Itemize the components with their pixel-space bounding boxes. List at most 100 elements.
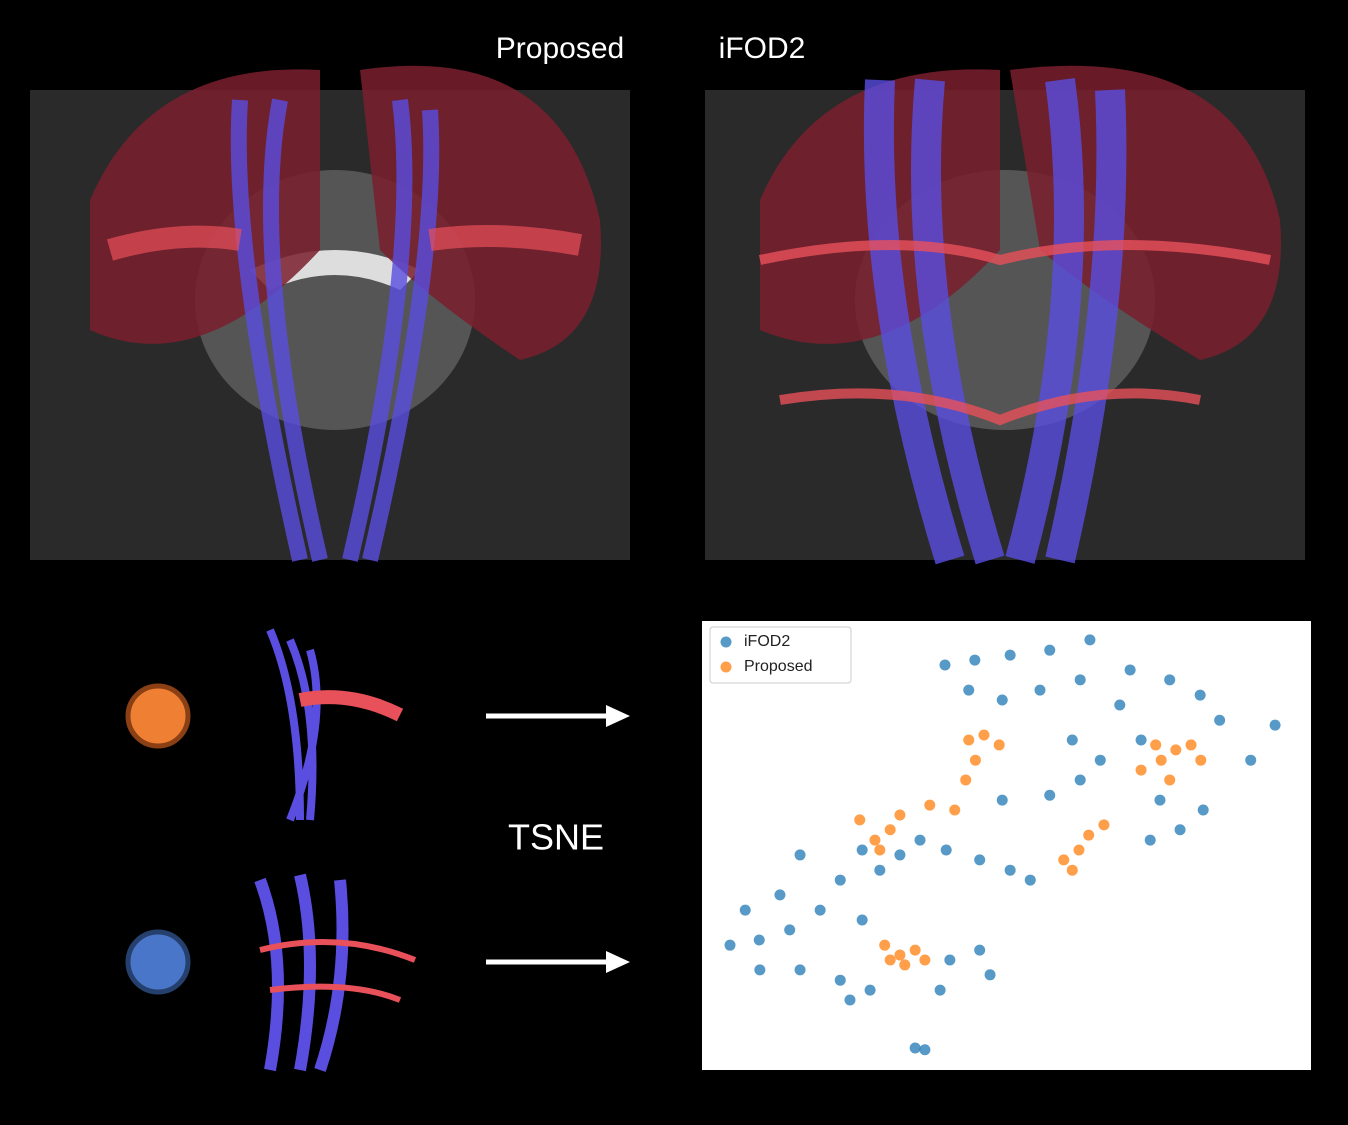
point xyxy=(1066,734,1078,746)
point xyxy=(1004,864,1016,876)
fibers xyxy=(259,939,417,1003)
arrow xyxy=(486,951,630,973)
brain-ifod2 xyxy=(705,65,1305,565)
point xyxy=(963,734,975,746)
point xyxy=(894,949,906,961)
point xyxy=(894,849,906,861)
point xyxy=(774,889,786,901)
point xyxy=(814,904,826,916)
point xyxy=(1197,804,1209,816)
point xyxy=(784,924,796,936)
points xyxy=(724,634,1281,1056)
fibers xyxy=(266,628,321,822)
point xyxy=(978,729,990,741)
point xyxy=(884,824,896,836)
point xyxy=(934,984,946,996)
point xyxy=(1074,774,1086,786)
legend-marker xyxy=(720,636,732,648)
point xyxy=(1083,829,1095,841)
cortex-left xyxy=(90,69,320,344)
point xyxy=(869,834,881,846)
fibers xyxy=(230,98,440,562)
point xyxy=(924,799,936,811)
point xyxy=(1164,674,1176,686)
point xyxy=(1144,834,1156,846)
point xyxy=(1084,634,1096,646)
point xyxy=(1124,664,1136,676)
point xyxy=(1185,739,1197,751)
point xyxy=(1155,754,1167,766)
point xyxy=(1044,644,1056,656)
point xyxy=(974,944,986,956)
point xyxy=(1154,794,1166,806)
point xyxy=(856,844,868,856)
point xyxy=(844,994,856,1006)
label-ifod2: iFOD2 xyxy=(719,32,806,65)
point xyxy=(874,844,886,856)
point xyxy=(1194,689,1206,701)
point xyxy=(1195,754,1207,766)
legend-box xyxy=(709,626,852,684)
point xyxy=(753,934,765,946)
point xyxy=(939,659,951,671)
point xyxy=(1066,864,1078,876)
fibers xyxy=(298,690,404,722)
point xyxy=(1044,789,1056,801)
brain-proposed xyxy=(30,65,630,562)
point xyxy=(1024,874,1036,886)
point xyxy=(739,904,751,916)
point xyxy=(969,754,981,766)
point xyxy=(754,964,766,976)
fibers xyxy=(758,240,1271,426)
point xyxy=(1170,744,1182,756)
point xyxy=(854,814,866,826)
legend-label: iFOD2 xyxy=(744,633,790,650)
point xyxy=(864,984,876,996)
fibers xyxy=(106,225,583,261)
arrow-head xyxy=(606,705,630,727)
bundle-proposed xyxy=(266,628,404,822)
point xyxy=(919,954,931,966)
point xyxy=(899,959,911,971)
point xyxy=(996,694,1008,706)
point xyxy=(884,954,896,966)
point xyxy=(724,939,736,951)
point xyxy=(963,684,975,696)
label-proposed: Proposed xyxy=(496,32,624,65)
bundle-ifod2 xyxy=(254,873,417,1072)
point xyxy=(834,874,846,886)
point xyxy=(1150,739,1162,751)
fibers xyxy=(863,77,1127,565)
proposed-marker xyxy=(125,683,191,749)
point xyxy=(856,914,868,926)
fibers xyxy=(254,873,349,1072)
point xyxy=(909,1042,921,1054)
point xyxy=(1074,674,1086,686)
method-label: TSNE xyxy=(508,817,604,858)
point xyxy=(1245,754,1257,766)
point xyxy=(834,974,846,986)
point xyxy=(1098,819,1110,831)
point xyxy=(944,954,956,966)
point xyxy=(1034,684,1046,696)
point xyxy=(969,654,981,666)
point xyxy=(1135,764,1147,776)
point xyxy=(1164,774,1176,786)
ifod2-marker xyxy=(125,929,191,995)
point xyxy=(909,944,921,956)
point xyxy=(874,864,886,876)
legend: iFOD2 Proposed xyxy=(709,626,852,684)
arrow xyxy=(486,705,630,727)
point xyxy=(879,939,891,951)
point xyxy=(1004,649,1016,661)
point xyxy=(1269,719,1281,731)
point xyxy=(996,794,1008,806)
point xyxy=(1114,699,1126,711)
point xyxy=(919,1044,931,1056)
point xyxy=(960,774,972,786)
legend-label: Proposed xyxy=(744,658,813,675)
point xyxy=(1174,824,1186,836)
point xyxy=(974,854,986,866)
